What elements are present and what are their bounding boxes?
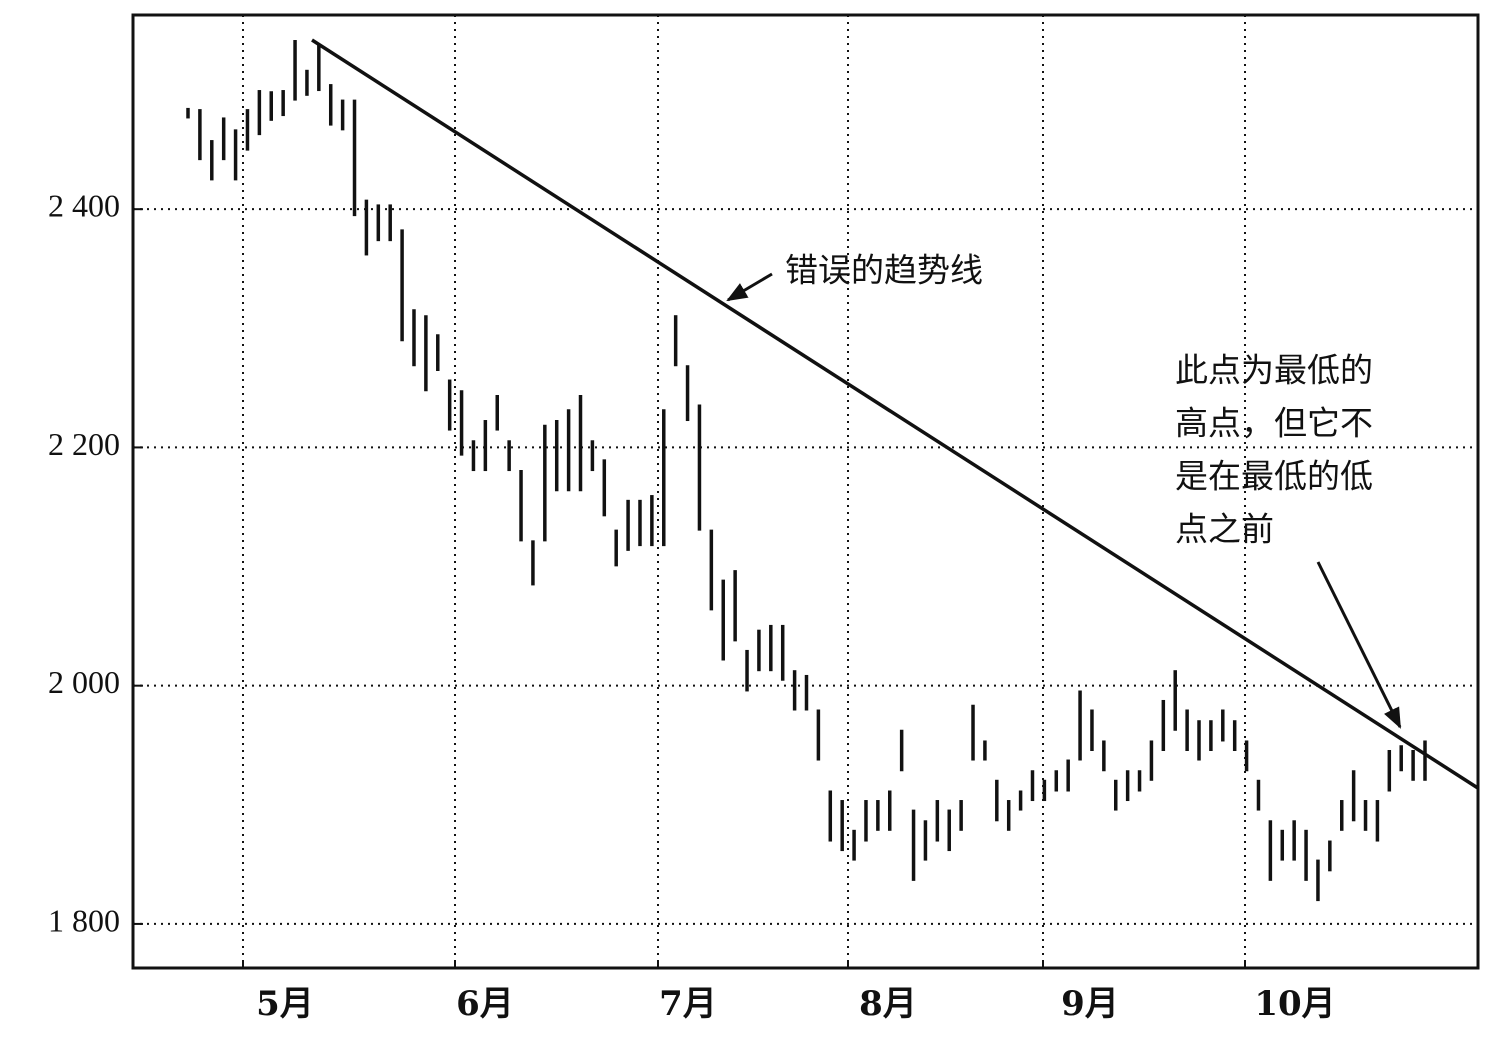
annotation: 点之前 — [1175, 510, 1274, 549]
plot-frame — [131, 13, 1480, 970]
annotation-arrow — [1316, 561, 1402, 729]
x-tick-label: 6月 — [456, 984, 514, 1024]
annotation: 此点为最低的 — [1175, 351, 1373, 390]
x-tick-label: 9月 — [1061, 984, 1119, 1024]
annotation: 高点，但它不 — [1175, 404, 1373, 443]
annotation-arrow — [726, 272, 773, 302]
annotation: 是在最低的低 — [1175, 457, 1373, 496]
x-tick-label: 5月 — [256, 984, 314, 1024]
x-tick-label: 10月 — [1254, 984, 1335, 1024]
annotation: 错误的趋势线 — [785, 251, 983, 290]
bars — [186, 40, 1427, 902]
x-tick-label: 7月 — [659, 984, 717, 1024]
y-tick-label: 2 000 — [48, 664, 120, 700]
x-tick-label: 8月 — [859, 984, 917, 1024]
y-tick-label: 2 200 — [48, 426, 120, 462]
y-tick-label: 2 400 — [48, 188, 120, 224]
grid — [133, 15, 1478, 968]
y-tick-label: 1 800 — [48, 902, 120, 938]
trend-line — [311, 38, 1479, 790]
